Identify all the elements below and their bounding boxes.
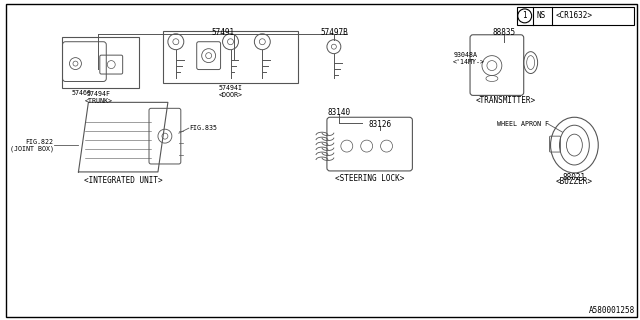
Text: 93048A: 93048A — [453, 52, 477, 58]
Text: 88021: 88021 — [563, 173, 586, 182]
Text: 1: 1 — [522, 12, 527, 20]
Text: WHEEL APRON F: WHEEL APRON F — [497, 121, 548, 127]
Text: <DOOR>: <DOOR> — [218, 92, 243, 99]
Text: 57460: 57460 — [72, 91, 92, 96]
Text: <'14MY->: <'14MY-> — [453, 59, 485, 65]
Text: 57494F: 57494F — [86, 92, 110, 97]
Text: (JOINT BOX): (JOINT BOX) — [10, 146, 54, 152]
Text: 57494I: 57494I — [218, 85, 243, 92]
Text: <TRANSMITTER>: <TRANSMITTER> — [476, 96, 536, 105]
Text: 83126: 83126 — [368, 120, 391, 129]
Text: 88835: 88835 — [492, 28, 515, 37]
Text: <BUZZER>: <BUZZER> — [556, 177, 593, 186]
Text: <INTEGRATED UNIT>: <INTEGRATED UNIT> — [84, 176, 163, 185]
Text: 57491: 57491 — [211, 28, 234, 37]
Text: NS: NS — [536, 12, 546, 20]
Text: 57497B: 57497B — [320, 28, 348, 37]
Text: <TRUNK>: <TRUNK> — [84, 98, 113, 104]
Text: 83140: 83140 — [327, 108, 351, 117]
Text: <CR1632>: <CR1632> — [556, 12, 593, 20]
Text: FIG.822: FIG.822 — [26, 139, 54, 145]
Text: FIG.835: FIG.835 — [189, 125, 217, 131]
Text: <STEERING LOCK>: <STEERING LOCK> — [335, 174, 404, 183]
Text: A580001258: A580001258 — [589, 306, 635, 315]
